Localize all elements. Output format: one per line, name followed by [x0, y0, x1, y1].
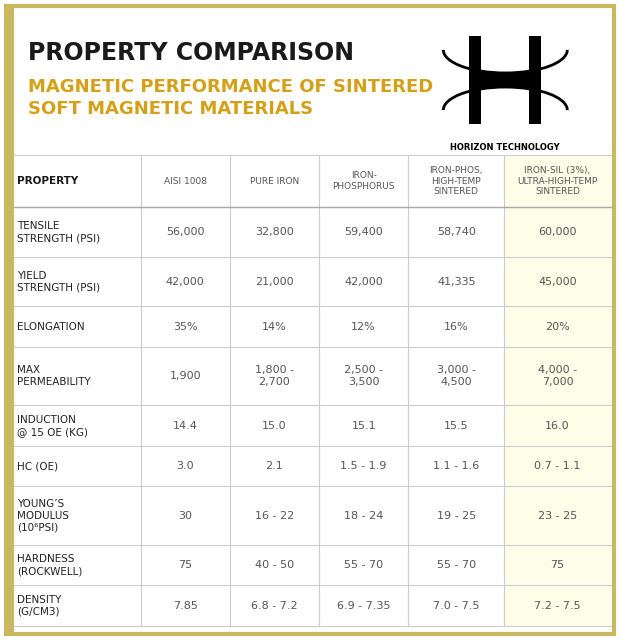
Bar [504, 586, 611, 626]
Text: PROPERTY: PROPERTY [17, 176, 79, 186]
Bar [504, 347, 611, 405]
Text: 60,000: 60,000 [538, 227, 577, 237]
Text: 1,800 -
2,700: 1,800 - 2,700 [255, 365, 294, 387]
Text: 35%: 35% [173, 322, 198, 332]
Bar [504, 446, 611, 486]
Text: MAGNETIC PERFORMANCE OF SINTERED
SOFT MAGNETIC MATERIALS: MAGNETIC PERFORMANCE OF SINTERED SOFT MA… [28, 78, 433, 118]
Text: 20%: 20% [545, 322, 570, 332]
Bar [504, 545, 611, 586]
Bar [529, 36, 541, 124]
Bar [504, 155, 611, 207]
Text: 23 - 25: 23 - 25 [538, 511, 577, 521]
Bar [504, 405, 611, 446]
Text: 58,740: 58,740 [437, 227, 476, 237]
Text: 14.4: 14.4 [173, 420, 198, 431]
Text: 59,400: 59,400 [344, 227, 383, 237]
Bar [14, 257, 611, 307]
Bar [14, 155, 611, 207]
Bar [14, 486, 611, 545]
Bar [469, 36, 481, 124]
Text: HORIZON TECHNOLOGY: HORIZON TECHNOLOGY [451, 143, 560, 152]
Text: IRON-PHOS,
HIGH-TEMP
SINTERED: IRON-PHOS, HIGH-TEMP SINTERED [430, 166, 483, 196]
Bar [14, 586, 611, 626]
Text: 12%: 12% [352, 322, 376, 332]
Text: 75: 75 [178, 560, 192, 570]
Bar [481, 72, 529, 88]
Text: YIELD
STRENGTH (PSI): YIELD STRENGTH (PSI) [17, 271, 100, 292]
Text: HARDNESS
(ROCKWELL): HARDNESS (ROCKWELL) [17, 554, 82, 576]
Text: PURE IRON: PURE IRON [250, 177, 299, 186]
Text: 16%: 16% [444, 322, 469, 332]
Text: PROPERTY COMPARISON: PROPERTY COMPARISON [28, 41, 354, 65]
Bar [504, 207, 611, 257]
Text: 18 - 24: 18 - 24 [344, 511, 383, 521]
Text: 3.0: 3.0 [177, 461, 194, 471]
Text: 55 - 70: 55 - 70 [344, 560, 383, 570]
Text: DENSITY
(G/CM3): DENSITY (G/CM3) [17, 595, 62, 617]
Text: 21,000: 21,000 [255, 276, 294, 287]
Text: 16.0: 16.0 [545, 420, 570, 431]
Text: 15.5: 15.5 [444, 420, 469, 431]
Text: 7.2 - 7.5: 7.2 - 7.5 [534, 601, 581, 611]
Text: 42,000: 42,000 [166, 276, 205, 287]
Text: 41,335: 41,335 [437, 276, 476, 287]
Bar [14, 446, 611, 486]
Text: 19 - 25: 19 - 25 [436, 511, 476, 521]
Text: MAX
PERMEABILITY: MAX PERMEABILITY [17, 365, 91, 387]
Bar [504, 257, 611, 307]
Text: 0.7 - 1.1: 0.7 - 1.1 [534, 461, 581, 471]
Text: 4,000 -
7,000: 4,000 - 7,000 [538, 365, 577, 387]
Text: 6.8 - 7.2: 6.8 - 7.2 [251, 601, 298, 611]
Text: 6.9 - 7.35: 6.9 - 7.35 [337, 601, 391, 611]
Text: YOUNG’S
MODULUS
(10⁶PSI): YOUNG’S MODULUS (10⁶PSI) [17, 499, 69, 532]
Text: 7.0 - 7.5: 7.0 - 7.5 [433, 601, 479, 611]
Text: HC (OE): HC (OE) [17, 461, 58, 471]
Text: 75: 75 [551, 560, 565, 570]
Text: 3,000 -
4,500: 3,000 - 4,500 [436, 365, 476, 387]
Bar [504, 486, 611, 545]
Bar [14, 405, 611, 446]
Bar [504, 307, 611, 347]
Text: 56,000: 56,000 [166, 227, 205, 237]
Text: 2,500 -
3,500: 2,500 - 3,500 [344, 365, 383, 387]
Text: 42,000: 42,000 [344, 276, 383, 287]
Text: ELONGATION: ELONGATION [17, 322, 85, 332]
Bar [14, 307, 611, 347]
Text: INDUCTION
@ 15 OE (KG): INDUCTION @ 15 OE (KG) [17, 415, 89, 436]
Bar [6, 6, 14, 634]
Text: 32,800: 32,800 [255, 227, 294, 237]
Text: 14%: 14% [262, 322, 287, 332]
Bar [14, 207, 611, 257]
Bar [14, 347, 611, 405]
Text: 1.1 - 1.6: 1.1 - 1.6 [433, 461, 479, 471]
Text: 16 - 22: 16 - 22 [255, 511, 294, 521]
Text: 7.85: 7.85 [173, 601, 198, 611]
Text: TENSILE
STRENGTH (PSI): TENSILE STRENGTH (PSI) [17, 221, 100, 243]
Text: 55 - 70: 55 - 70 [436, 560, 476, 570]
Text: 1,900: 1,900 [169, 371, 201, 381]
Text: IRON-SIL (3%),
ULTRA-HIGH-TEMP
SINTERED: IRON-SIL (3%), ULTRA-HIGH-TEMP SINTERED [517, 166, 598, 196]
Text: IRON-
PHOSPHORUS: IRON- PHOSPHORUS [332, 172, 395, 191]
Text: 30: 30 [178, 511, 192, 521]
Bar [14, 545, 611, 586]
Text: AISI 1008: AISI 1008 [164, 177, 206, 186]
Text: 1.5 - 1.9: 1.5 - 1.9 [340, 461, 387, 471]
Text: 45,000: 45,000 [538, 276, 577, 287]
Text: 40 - 50: 40 - 50 [255, 560, 294, 570]
Text: 15.1: 15.1 [352, 420, 376, 431]
Text: 15.0: 15.0 [262, 420, 286, 431]
Text: 2.1: 2.1 [265, 461, 283, 471]
